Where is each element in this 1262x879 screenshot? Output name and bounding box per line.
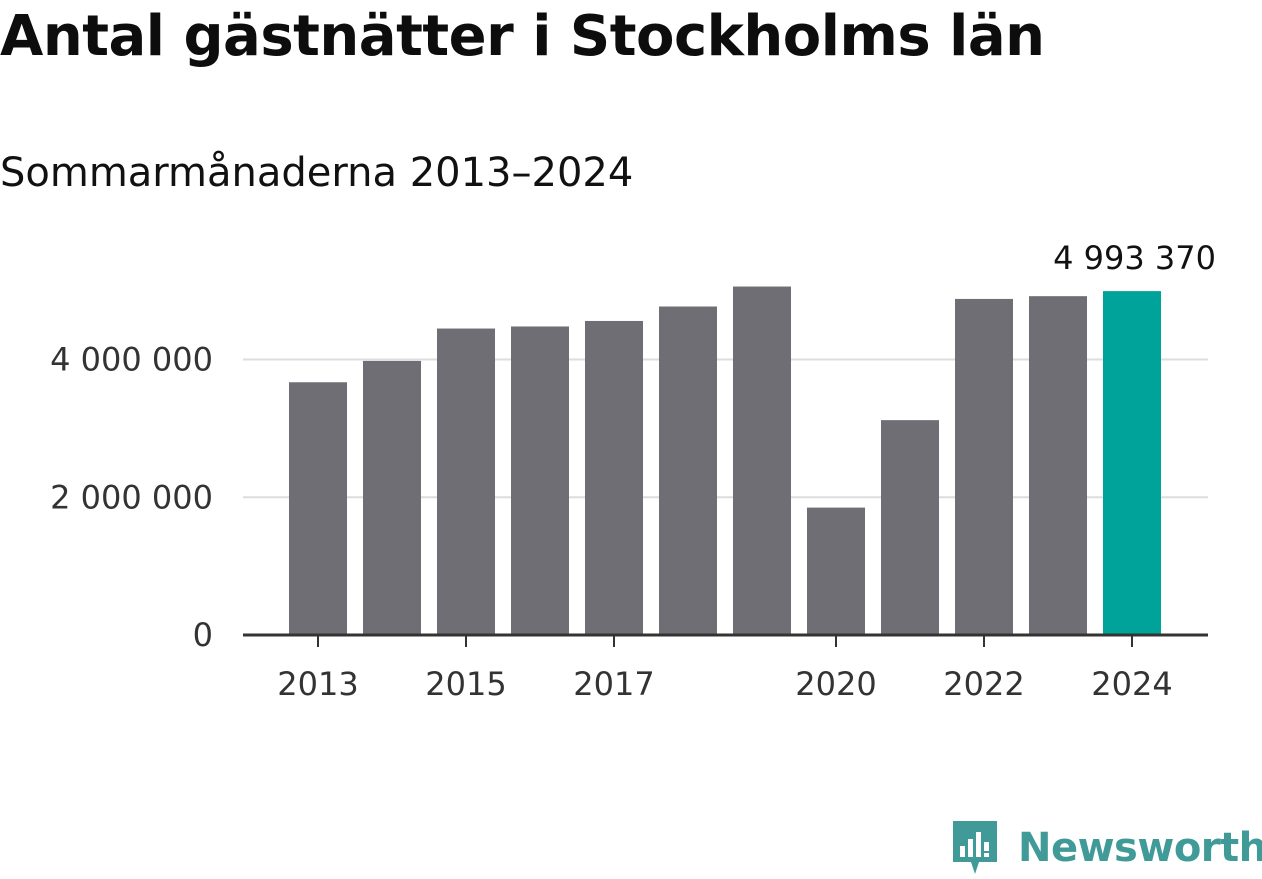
x-tick-label: 2020 xyxy=(795,665,876,703)
highlight-value-label: 4 993 370 xyxy=(1053,239,1216,277)
bar-chart-speech-bubble-icon xyxy=(953,821,997,874)
bars xyxy=(289,286,1161,635)
x-tick-label: 2017 xyxy=(573,665,654,703)
bar-2015 xyxy=(437,328,495,635)
annotations: 4 993 370 xyxy=(1053,239,1216,277)
x-tick-label: 2013 xyxy=(277,665,358,703)
x-tick-label: 2022 xyxy=(943,665,1024,703)
bar-2013 xyxy=(289,382,347,635)
bar-2014 xyxy=(363,360,421,635)
y-tick-label: 4 000 000 xyxy=(50,341,213,379)
x-tick-label: 2015 xyxy=(425,665,506,703)
bar-2021 xyxy=(881,420,939,635)
x-axis-labels: 2013 2015 2017 2020 2022 2024 xyxy=(277,665,1172,703)
y-tick-label: 0 xyxy=(193,616,213,654)
x-axis xyxy=(243,633,1208,647)
x-tick-label: 2024 xyxy=(1091,665,1172,703)
bar-2020 xyxy=(807,507,865,635)
newsworthy-logo: Newsworthy xyxy=(950,818,1262,878)
bar-2023 xyxy=(1029,296,1087,635)
y-axis-labels: 0 2 000 000 4 000 000 xyxy=(50,341,213,654)
y-tick-label: 2 000 000 xyxy=(50,478,213,516)
logo-wordmark: Newsworthy xyxy=(1018,825,1262,871)
chart-subtitle: Sommarmånaderna 2013–2024 xyxy=(0,150,634,196)
bar-2018 xyxy=(659,306,717,635)
bar-2016 xyxy=(511,326,569,635)
chart-title: Antal gästnätter i Stockholms län xyxy=(0,4,1045,69)
bar-2017 xyxy=(585,320,643,635)
bar-2019 xyxy=(733,286,791,635)
bar-2024 xyxy=(1103,291,1161,635)
bar-2022 xyxy=(955,298,1013,635)
